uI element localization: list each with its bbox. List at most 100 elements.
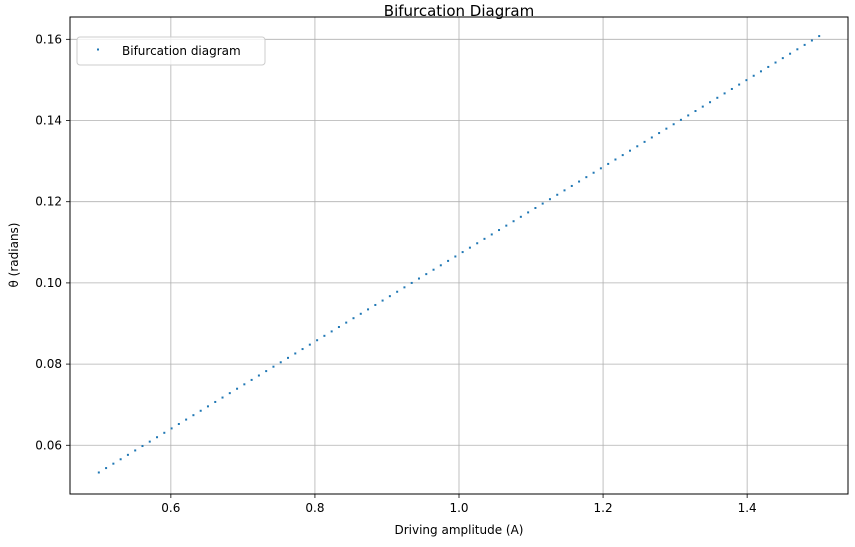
data-point [745, 79, 748, 82]
data-point [126, 453, 129, 456]
data-point [672, 123, 675, 126]
data-point [367, 308, 370, 311]
data-point [781, 57, 784, 60]
data-point [352, 317, 355, 320]
scatter-points [97, 35, 821, 474]
x-tick-label: 0.6 [161, 501, 180, 515]
data-point [214, 400, 217, 403]
data-point [803, 43, 806, 46]
data-point [628, 149, 631, 152]
data-point [308, 343, 311, 346]
data-point [490, 233, 493, 236]
data-point [658, 132, 661, 135]
data-point [621, 154, 624, 157]
data-point [527, 211, 530, 214]
legend-marker [97, 48, 99, 51]
data-point [228, 392, 231, 395]
y-tick-label: 0.06 [35, 438, 62, 452]
data-point [759, 70, 762, 73]
data-point [105, 467, 108, 470]
data-point [199, 409, 202, 412]
data-point [709, 101, 712, 104]
data-point [432, 268, 435, 271]
data-point [519, 215, 522, 218]
data-point [272, 365, 275, 368]
data-point [461, 251, 464, 254]
data-point [498, 229, 501, 232]
legend-box [76, 36, 266, 66]
data-point [345, 321, 348, 324]
data-point [192, 414, 195, 417]
x-tick-label: 1.0 [449, 501, 468, 515]
y-tick-label: 0.08 [35, 357, 62, 371]
data-point [818, 35, 821, 38]
data-point [236, 387, 239, 390]
data-point [636, 145, 639, 148]
data-point [330, 330, 333, 333]
data-point [665, 127, 668, 130]
data-point [774, 61, 777, 64]
y-tick-label: 0.14 [35, 114, 62, 128]
data-point [134, 449, 137, 452]
data-point [650, 136, 653, 139]
data-point [396, 290, 399, 293]
data-point [112, 462, 115, 465]
data-point [694, 110, 697, 113]
data-point [687, 114, 690, 117]
x-axis-label: Driving amplitude (A) [394, 523, 523, 537]
data-point [701, 105, 704, 108]
data-point [294, 352, 297, 355]
data-point [614, 158, 617, 161]
legend-label: Bifurcation diagram [122, 44, 241, 58]
data-point [767, 65, 770, 68]
data-point [323, 334, 326, 337]
legend: Bifurcation diagram [76, 36, 266, 66]
data-point [287, 356, 290, 359]
data-point [563, 189, 566, 192]
x-tick-label: 0.8 [305, 501, 324, 515]
data-point [570, 184, 573, 187]
data-point [556, 193, 559, 196]
data-point [243, 383, 246, 386]
chart-title: Bifurcation Diagram [384, 2, 534, 20]
data-point [410, 281, 413, 284]
data-point [417, 277, 420, 280]
data-point [447, 259, 450, 262]
y-tick-label: 0.16 [35, 32, 62, 46]
data-point [257, 374, 260, 377]
data-point [810, 39, 813, 42]
data-point [599, 167, 602, 170]
data-point [250, 378, 253, 381]
data-point [548, 198, 551, 201]
data-point [607, 162, 610, 165]
data-point [483, 237, 486, 240]
data-point [316, 339, 319, 342]
data-point [141, 445, 144, 448]
data-point [505, 224, 508, 227]
data-point [206, 405, 209, 408]
data-point [97, 471, 100, 474]
data-point [148, 440, 151, 443]
y-tick-label: 0.10 [35, 276, 62, 290]
data-point [359, 312, 362, 315]
y-axis-ticks: 0.06 0.08 0.10 0.12 0.14 0.16 [35, 32, 70, 452]
data-point [476, 242, 479, 245]
data-point [468, 246, 471, 249]
data-point [752, 74, 755, 77]
data-point [425, 273, 428, 276]
data-point [337, 326, 340, 329]
data-point [534, 206, 537, 209]
x-tick-label: 1.4 [738, 501, 757, 515]
data-point [723, 92, 726, 95]
data-point [679, 118, 682, 121]
data-point [730, 87, 733, 90]
data-point [221, 396, 224, 399]
data-point [716, 96, 719, 99]
y-tick-label: 0.12 [35, 195, 62, 209]
data-point [578, 180, 581, 183]
data-point [170, 427, 173, 430]
data-point [374, 303, 377, 306]
data-point [585, 176, 588, 179]
